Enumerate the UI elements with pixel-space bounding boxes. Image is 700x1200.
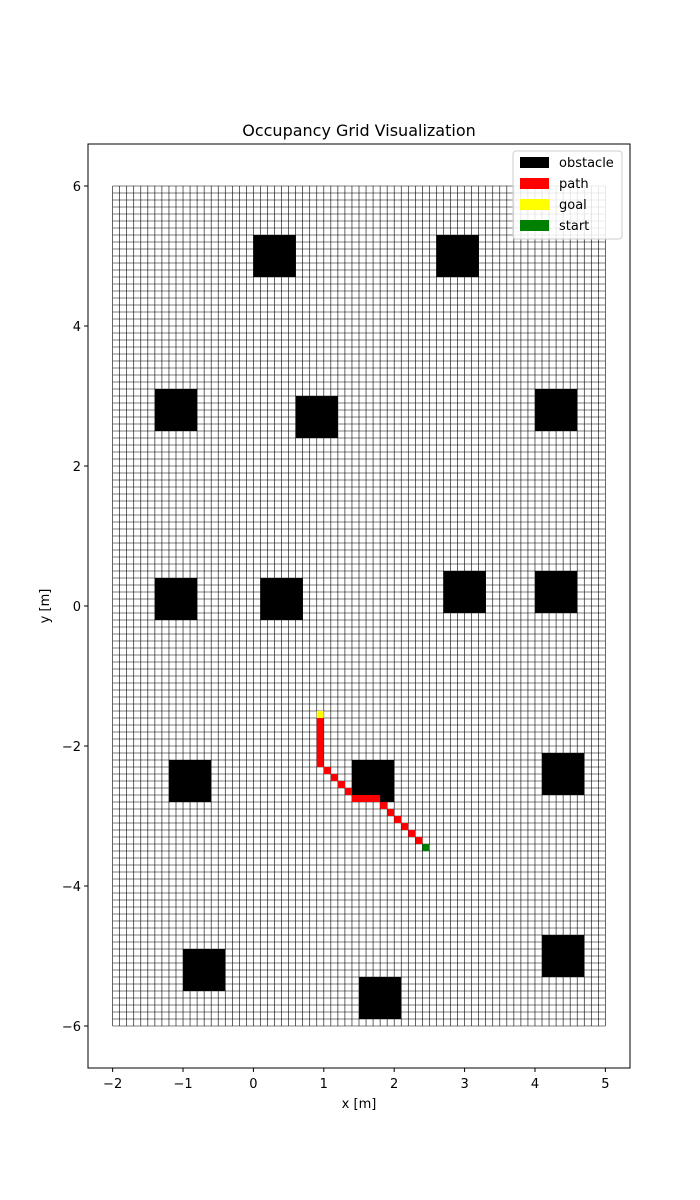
y-axis-ticks: −6 −4 −2 0 2 4 6	[62, 180, 88, 1035]
path-cell-13	[359, 795, 367, 802]
path-cell-14	[366, 795, 374, 802]
path-cell-6	[316, 753, 324, 760]
path-cell-20	[408, 830, 416, 837]
path-layer	[316, 711, 430, 851]
y-tick-label: 4	[73, 320, 81, 335]
x-axis-label: x [m]	[342, 1097, 377, 1112]
obstacle-3	[154, 389, 198, 431]
legend-swatch-obstacle	[520, 157, 549, 168]
obstacle-9	[534, 571, 578, 613]
x-tick-label: −2	[103, 1077, 122, 1092]
path-cell-1	[316, 718, 324, 725]
obstacle-10	[168, 760, 212, 802]
y-tick-label: −4	[62, 880, 81, 895]
x-tick-label: 5	[601, 1077, 609, 1092]
y-axis-label: y [m]	[38, 589, 53, 624]
start-cell	[422, 844, 430, 851]
plot-area	[87, 143, 631, 1069]
legend-label-goal: goal	[559, 198, 587, 213]
x-tick-label: 0	[249, 1077, 257, 1092]
legend: obstacle path goal start	[512, 150, 623, 240]
x-tick-label: 3	[460, 1077, 468, 1092]
path-cell-21	[415, 837, 423, 844]
goal-cell	[316, 711, 324, 718]
y-tick-label: 6	[73, 180, 81, 195]
y-tick-label: −2	[62, 740, 81, 755]
obstacle-2	[436, 235, 479, 277]
obstacle-5	[534, 389, 578, 431]
x-tick-label: 4	[531, 1077, 539, 1092]
x-tick-label: 2	[390, 1077, 398, 1092]
obstacle-6	[154, 578, 198, 620]
legend-swatch-goal	[520, 199, 549, 210]
path-cell-4	[316, 739, 324, 746]
path-cell-9	[330, 774, 338, 781]
legend-swatch-start	[520, 220, 549, 231]
obstacle-12	[542, 753, 585, 795]
x-tick-label: 1	[320, 1077, 328, 1092]
legend-swatch-path	[520, 178, 549, 189]
path-cell-17	[387, 809, 395, 816]
legend-label-path: path	[559, 177, 589, 192]
path-cell-8	[323, 767, 331, 774]
obstacle-4	[295, 396, 338, 438]
path-cell-2	[316, 725, 324, 732]
x-tick-label: −1	[173, 1077, 192, 1092]
obstacle-13	[183, 949, 226, 991]
y-tick-label: 2	[73, 460, 81, 475]
chart-title: Occupancy Grid Visualization	[242, 121, 476, 140]
path-cell-5	[316, 746, 324, 753]
path-cell-3	[316, 732, 324, 739]
path-cell-16	[380, 802, 388, 809]
obstacle-15	[359, 977, 402, 1019]
x-axis-ticks: −2 −1 0 1 2 3 4 5	[103, 1068, 610, 1092]
path-cell-19	[401, 823, 409, 830]
legend-label-start: start	[559, 219, 589, 234]
y-tick-label: −6	[62, 1020, 81, 1035]
legend-label-obstacle: obstacle	[559, 156, 614, 171]
path-cell-11	[344, 788, 352, 795]
legend-box	[512, 150, 623, 240]
path-cell-10	[337, 781, 345, 788]
obstacle-1	[253, 235, 296, 277]
y-tick-label: 0	[73, 600, 81, 615]
path-cell-12	[351, 795, 359, 802]
obstacle-7	[260, 578, 303, 620]
obstacle-8	[443, 571, 486, 613]
path-cell-18	[394, 816, 402, 823]
path-cell-7	[316, 760, 324, 767]
obstacle-14	[542, 935, 585, 977]
path-cell-15	[373, 795, 381, 802]
